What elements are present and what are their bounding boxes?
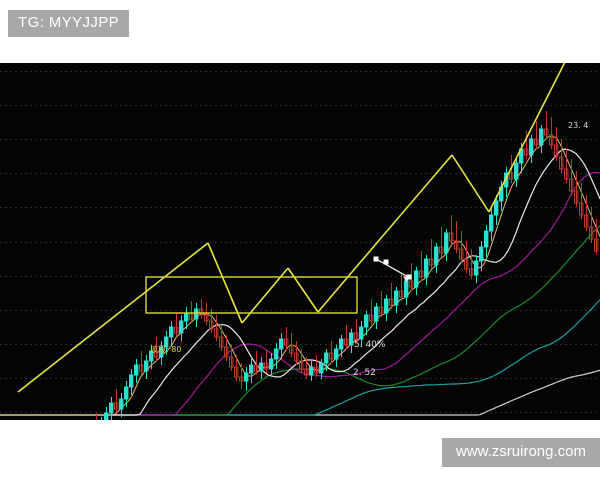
chart-canvas <box>0 63 600 420</box>
site-watermark: www.zsruirong.com <box>441 438 600 467</box>
chart-gridlines <box>0 71 600 413</box>
consolidation-box <box>145 276 358 314</box>
tg-badge: TG: MYYJJPP <box>8 10 130 37</box>
candlestick-series <box>96 111 599 420</box>
trendline-overlay <box>17 63 566 393</box>
stock-chart[interactable]: 波段: 80 5. 40% 2. 52 23. 4 <box>0 63 600 420</box>
pointer-arrow <box>373 256 412 282</box>
